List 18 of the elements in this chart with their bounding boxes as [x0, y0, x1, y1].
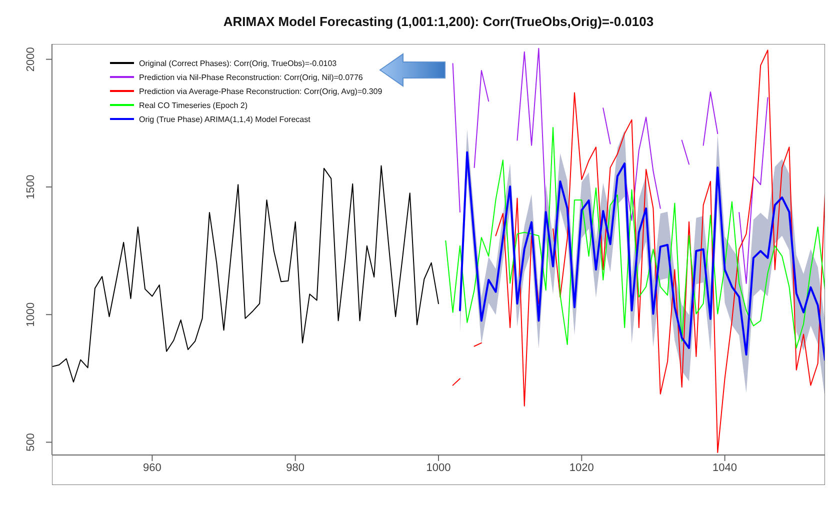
- line-series: [52, 165, 439, 382]
- x-tick-label: 1000: [426, 462, 451, 474]
- x-tick-label: 1020: [569, 462, 594, 474]
- legend-label: Prediction via Average-Phase Reconstruction: Corr(Orig, Avg)=0.309: [139, 86, 382, 96]
- x-tick-label: 960: [143, 462, 162, 474]
- y-tick-label: 1000: [25, 302, 37, 327]
- chart-title: ARIMAX Model Forecasting (1,001:1,200): Corr(TrueObs,Orig)=-0.0103: [222, 14, 655, 29]
- line-series: [445, 126, 825, 349]
- y-tick-label: 1500: [25, 174, 37, 200]
- line-series: [458, 151, 825, 362]
- y-tick-label: 500: [25, 433, 37, 452]
- x-tick-label: 1040: [712, 462, 738, 474]
- legend-label: Original (Correct Phases): Corr(Orig, TrueObs)=-0.0103: [139, 58, 337, 68]
- legend-label: Real CO Timeseries (Epoch 2): [139, 100, 248, 110]
- legend-label: Prediction via Nil-Phase Reconstruction: Corr(Orig, Nil)=0.0776: [139, 72, 363, 82]
- y-tick-label: 2000: [25, 47, 37, 72]
- legend-label: Orig (True Phase) ARIMA(1,1,4) Model Forecast: [139, 114, 310, 124]
- x-tick-label: 980: [286, 462, 305, 474]
